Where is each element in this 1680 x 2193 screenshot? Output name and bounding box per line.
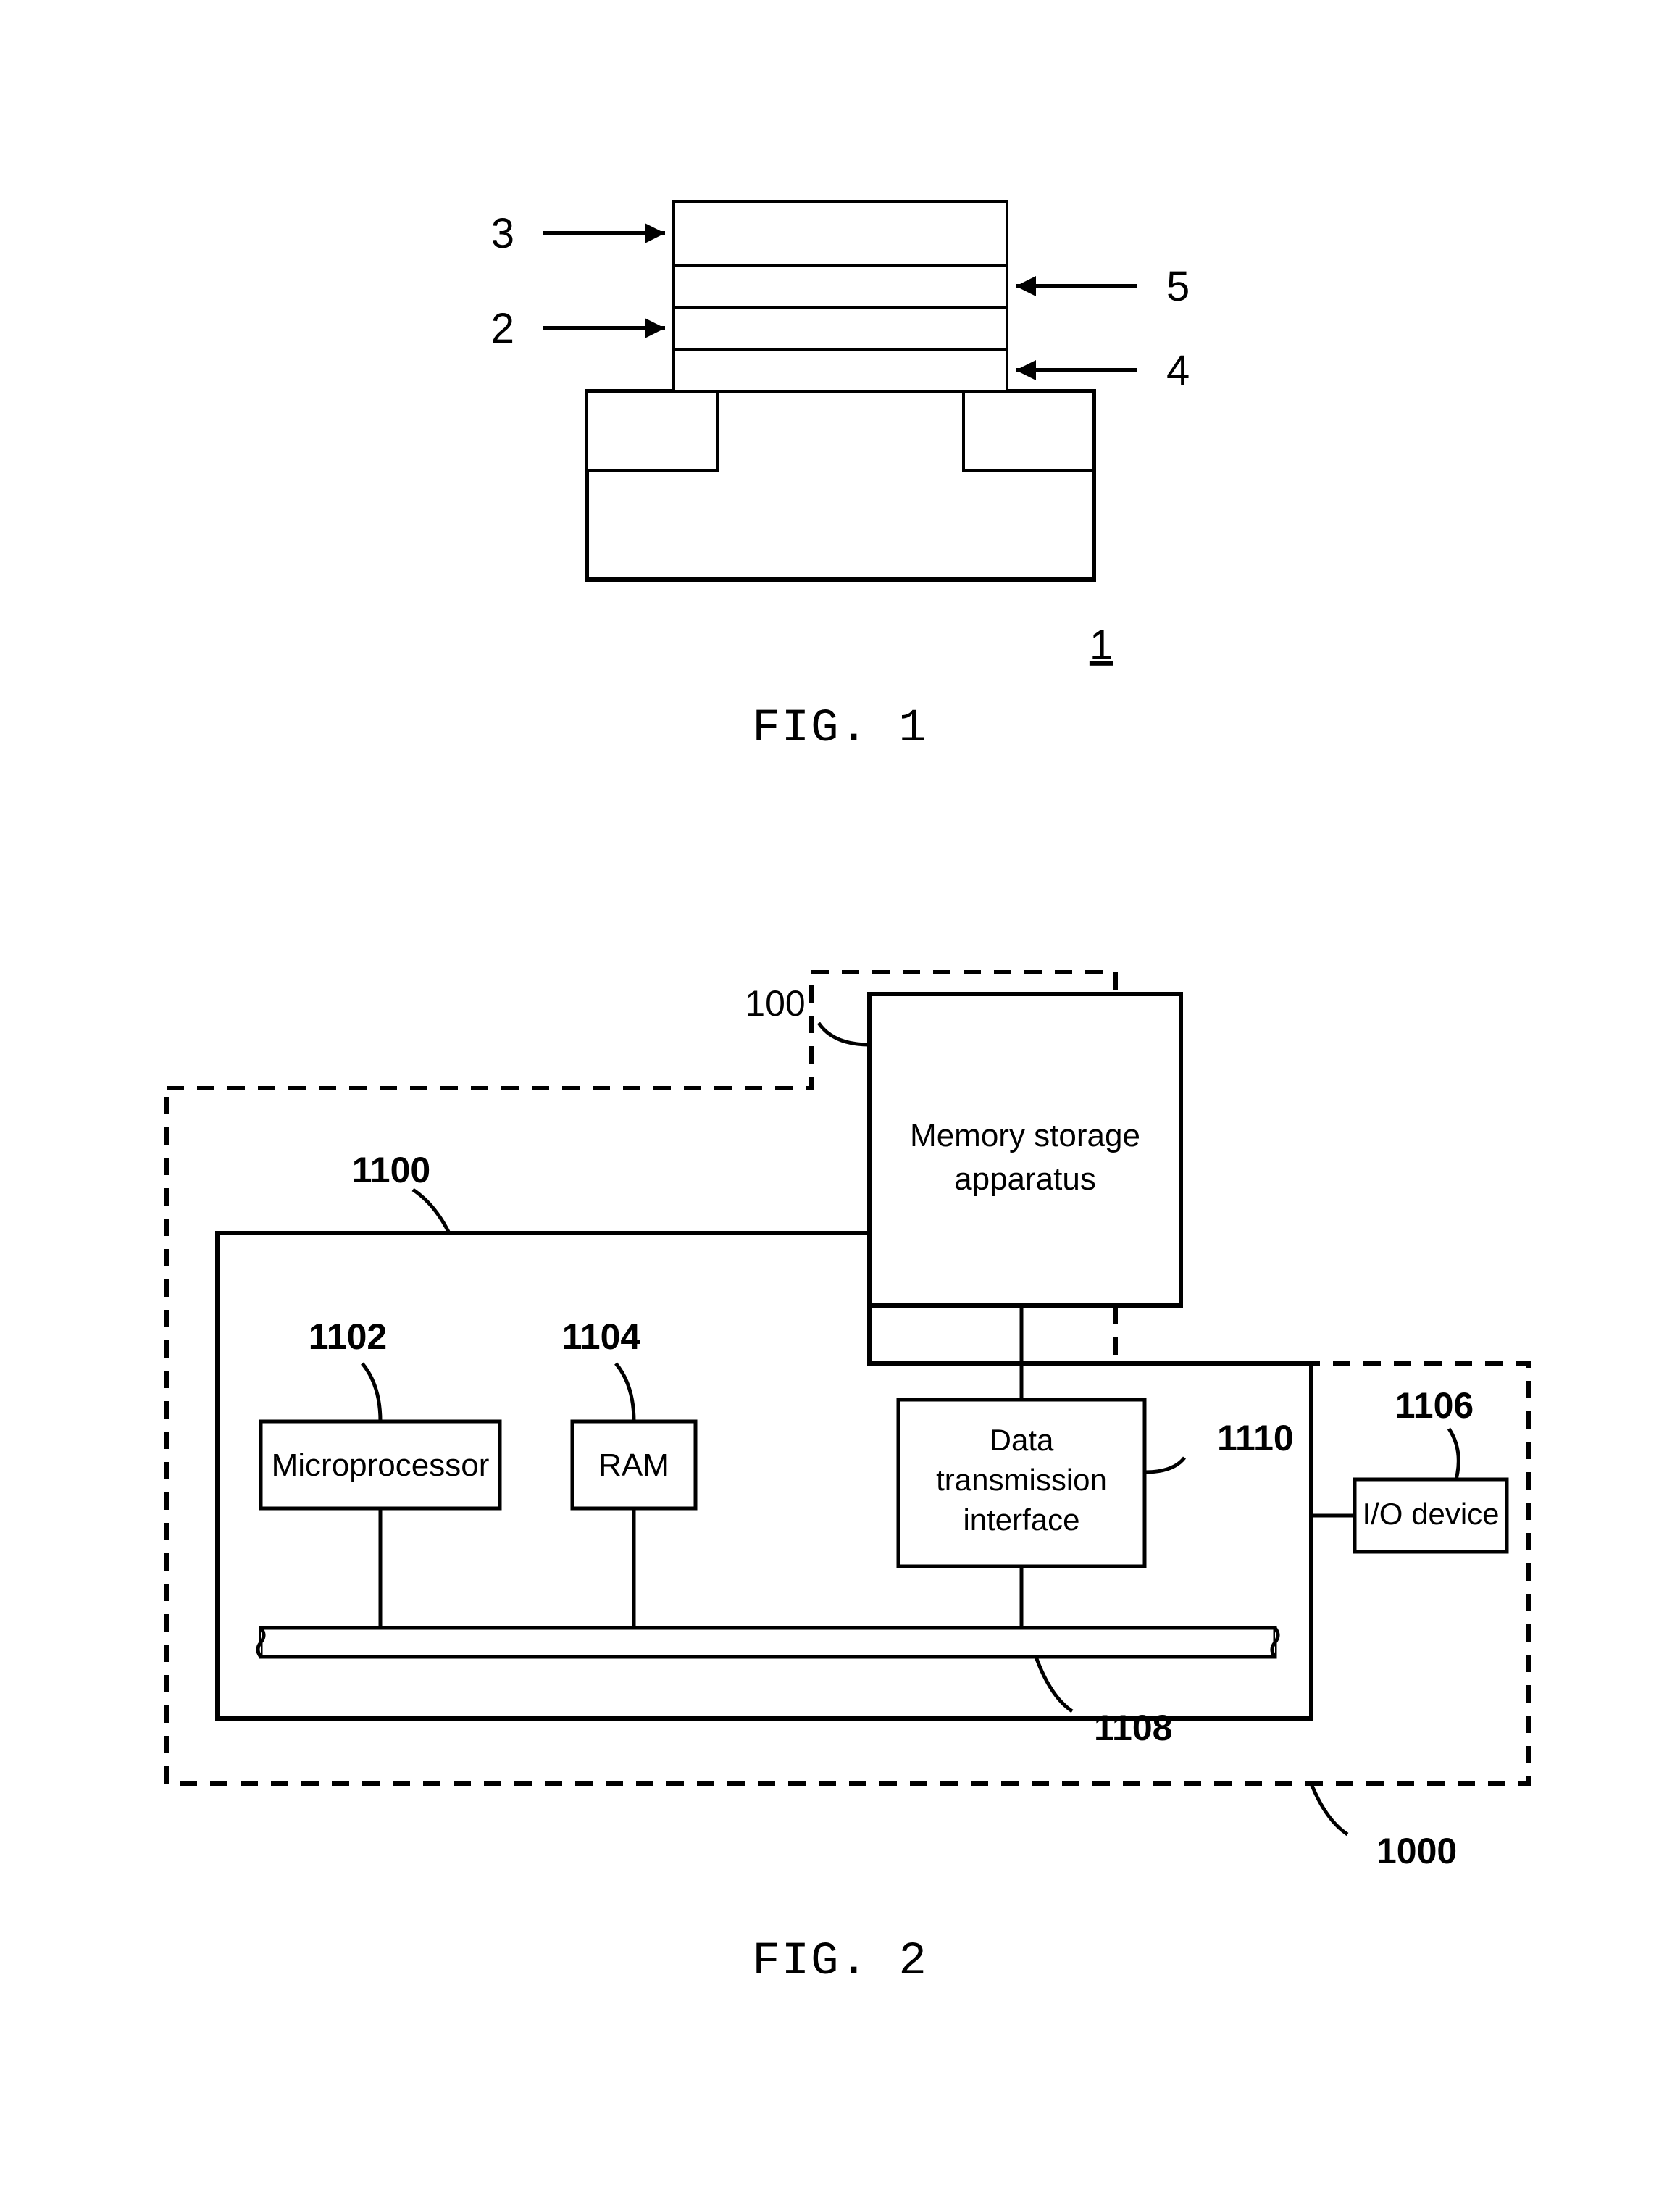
bus-1108 [258,1628,1278,1657]
ref-1: 1 [1089,622,1112,669]
ref-1102: 1102 [308,1316,386,1357]
fig2-caption: FIG. 2 [80,1936,1601,1988]
ref-1100: 1100 [351,1150,430,1190]
label-2: 2 [490,305,514,352]
svg-text:interface: interface [963,1503,1079,1537]
fig2-svg: Memory storage apparatus 100 1100 Microp… [80,900,1601,1914]
label-3: 3 [490,210,514,257]
arrow-2: 2 [490,305,664,352]
ref-1106: 1106 [1395,1385,1473,1426]
label-5: 5 [1166,263,1190,310]
fig1-svg: 3 2 5 4 1 [333,43,1347,696]
memory-line1: Memory storage [910,1118,1140,1153]
ref-1104: 1104 [561,1316,640,1357]
svg-text:Data: Data [989,1423,1053,1457]
ref-1110: 1110 [1217,1418,1294,1458]
ref-1108: 1108 [1094,1708,1172,1748]
ram-label: RAM [598,1448,669,1483]
figure-1: 3 2 5 4 1 FIG. 1 [333,43,1347,755]
io-label: I/O device [1362,1497,1499,1531]
figure-2: Memory storage apparatus 100 1100 Microp… [80,900,1601,1988]
fig1-caption: FIG. 1 [333,703,1347,755]
svg-text:transmission: transmission [936,1463,1107,1497]
ref-1000: 1000 [1376,1831,1457,1871]
micro-label: Microprocessor [271,1448,489,1483]
arrow-3: 3 [490,210,664,257]
label-4: 4 [1166,347,1190,394]
arrow-4: 4 [1016,347,1190,394]
ref-100: 100 [745,983,805,1024]
memory-line2: apparatus [954,1161,1096,1197]
arrow-5: 5 [1016,263,1190,310]
